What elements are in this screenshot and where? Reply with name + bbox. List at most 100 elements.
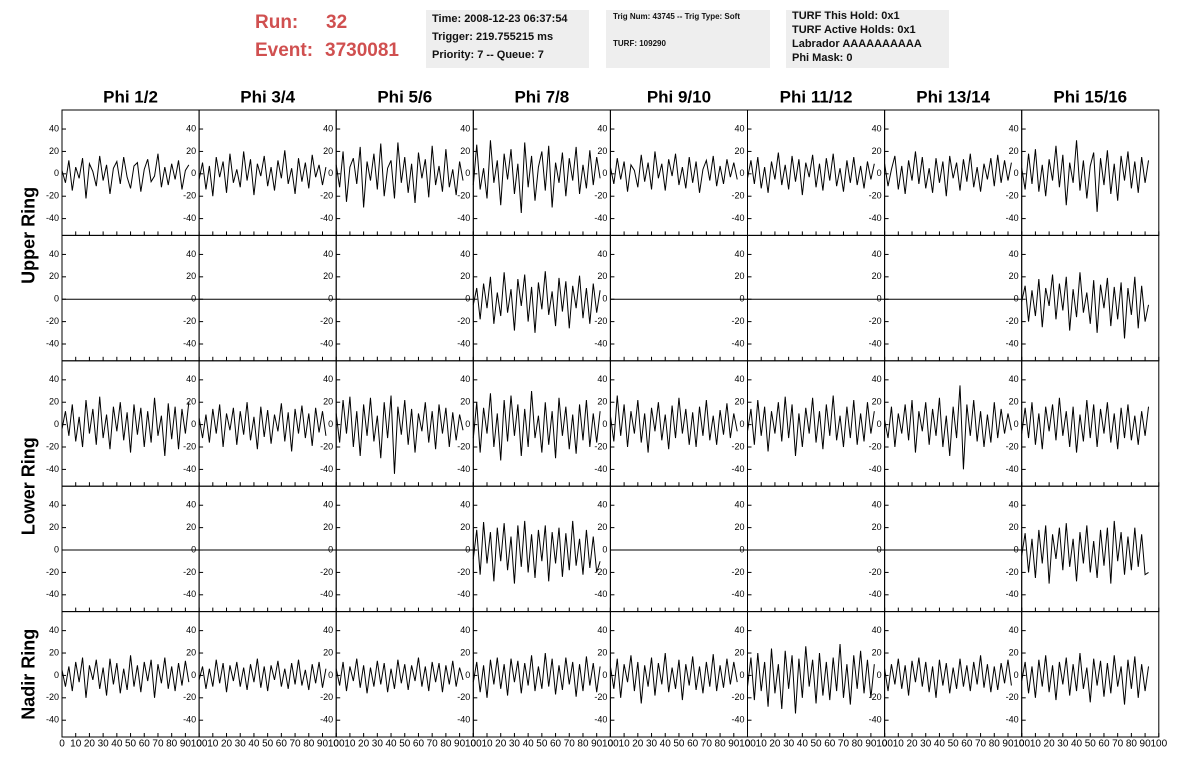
y-tick-label: -40 xyxy=(46,715,59,725)
panel-frame xyxy=(1021,109,1160,236)
waveform-panel: -40 -20 0 20 40 xyxy=(731,234,886,362)
y-tick-label: -20 xyxy=(320,567,333,577)
y-tick-label: -20 xyxy=(1006,441,1019,451)
x-tick-label: 0 xyxy=(59,739,65,750)
y-tick-label: 40 xyxy=(597,123,607,133)
y-tick-label: 40 xyxy=(597,374,607,384)
event-number: 3730081 xyxy=(325,40,399,61)
y-tick-label: -40 xyxy=(594,589,607,599)
y-tick-label: 0 xyxy=(1014,168,1019,178)
panel-frame xyxy=(61,360,200,487)
x-tick-label: 40 xyxy=(1071,739,1083,750)
waveform-panel: -40 -20 0 20 40 xyxy=(183,360,337,487)
y-tick-label: 20 xyxy=(460,647,470,657)
y-tick-label: 20 xyxy=(597,271,607,281)
panel-frame xyxy=(747,109,886,236)
waveform-line xyxy=(198,150,327,197)
y-tick-label: -40 xyxy=(457,589,470,599)
waveform-line xyxy=(609,395,738,453)
x-tick-label: 80 xyxy=(715,739,727,750)
x-tick-label: 60 xyxy=(1098,739,1110,750)
y-tick-label: -20 xyxy=(1006,692,1019,702)
x-tick-label: 60 xyxy=(824,739,836,750)
y-tick-label: 20 xyxy=(49,146,59,156)
y-tick-label: 0 xyxy=(739,168,744,178)
y-tick-label: 0 xyxy=(328,670,333,680)
y-tick-label: 20 xyxy=(1009,647,1019,657)
x-tick-label: 20 xyxy=(358,739,370,750)
x-tick-label: 30 xyxy=(1057,739,1069,750)
x-tick-label: 50 xyxy=(262,739,274,750)
waveform-panel: -40 -20 0 20 40 xyxy=(731,109,886,236)
info-box xyxy=(606,10,770,68)
waveform-panel: -40 -20 0 20 40 xyxy=(594,360,749,487)
y-tick-label: 40 xyxy=(1009,625,1019,635)
y-tick-label: 0 xyxy=(54,670,59,680)
y-tick-label: 20 xyxy=(186,397,196,407)
x-tick-label: 30 xyxy=(783,739,795,750)
y-tick-label: -20 xyxy=(457,692,470,702)
waveform-line xyxy=(335,395,464,474)
column-title: Phi 15/16 xyxy=(1053,87,1127,106)
x-tick-label: 10 xyxy=(756,739,768,750)
y-tick-label: -40 xyxy=(1006,338,1019,348)
y-tick-label: 40 xyxy=(49,625,59,635)
column-title: Phi 13/14 xyxy=(916,87,990,106)
y-tick-label: -20 xyxy=(320,441,333,451)
waveform-panel: -40 -20 0 20 40 xyxy=(46,485,200,613)
y-tick-label: -20 xyxy=(594,692,607,702)
y-tick-label: -40 xyxy=(594,338,607,348)
y-tick-label: -40 xyxy=(869,213,882,223)
panel-frame xyxy=(335,234,474,362)
x-tick-label: 10 xyxy=(893,739,905,750)
y-tick-label: 20 xyxy=(460,271,470,281)
waveform-panel: -40 -20 0 20 40 xyxy=(457,360,611,487)
y-tick-label: 0 xyxy=(54,419,59,429)
waveform-panel: -40 -20 0 20 40 xyxy=(457,109,611,236)
panel-frame xyxy=(472,234,611,362)
y-tick-label: 20 xyxy=(1009,397,1019,407)
y-tick-label: 40 xyxy=(460,625,470,635)
info-text: Time: 2008-12-23 06:37:54 xyxy=(432,13,568,25)
panel-frame xyxy=(335,360,474,487)
waveform-panel: -40 -20 0 20 40 xyxy=(594,234,749,362)
panel-frame xyxy=(609,360,749,487)
y-tick-label: 0 xyxy=(191,168,196,178)
x-tick-label: 10 xyxy=(344,739,356,750)
x-tick-label: 50 xyxy=(810,739,822,750)
y-tick-label: 0 xyxy=(877,670,882,680)
x-tick-label: 80 xyxy=(440,739,452,750)
waveform-line xyxy=(472,390,601,461)
y-tick-label: 20 xyxy=(734,146,744,156)
waveform-panel: -40 -20 0 20 40 xyxy=(731,485,886,613)
y-tick-label: 40 xyxy=(734,500,744,510)
y-tick-label: 20 xyxy=(49,271,59,281)
run-label: Run: xyxy=(255,12,298,33)
y-tick-label: -20 xyxy=(183,441,196,451)
y-tick-label: -40 xyxy=(46,338,59,348)
waveform-panel: -40 -20 0 20 40 xyxy=(183,109,337,236)
y-tick-label: -40 xyxy=(457,715,470,725)
y-tick-label: -20 xyxy=(183,191,196,201)
x-tick-label: 80 xyxy=(989,739,1001,750)
x-tick-label: 40 xyxy=(248,739,260,750)
y-tick-label: 0 xyxy=(328,294,333,304)
x-tick-label: 20 xyxy=(221,739,233,750)
y-tick-label: 0 xyxy=(54,544,59,554)
y-tick-label: -40 xyxy=(731,213,744,223)
y-tick-label: -20 xyxy=(457,191,470,201)
y-tick-label: 20 xyxy=(49,647,59,657)
info-box xyxy=(426,10,589,68)
waveform-line xyxy=(609,652,738,704)
x-tick-label: 80 xyxy=(1126,739,1138,750)
info-text: TURF: 109290 xyxy=(613,39,666,48)
ring-label: Upper Ring xyxy=(19,187,39,284)
x-tick-label: 100 xyxy=(465,739,482,750)
y-tick-label: 40 xyxy=(49,249,59,259)
x-tick-label: 70 xyxy=(564,739,576,750)
waveform-line xyxy=(1021,520,1149,584)
y-tick-label: -20 xyxy=(320,316,333,326)
y-tick-label: -40 xyxy=(869,338,882,348)
y-tick-label: 40 xyxy=(323,249,333,259)
